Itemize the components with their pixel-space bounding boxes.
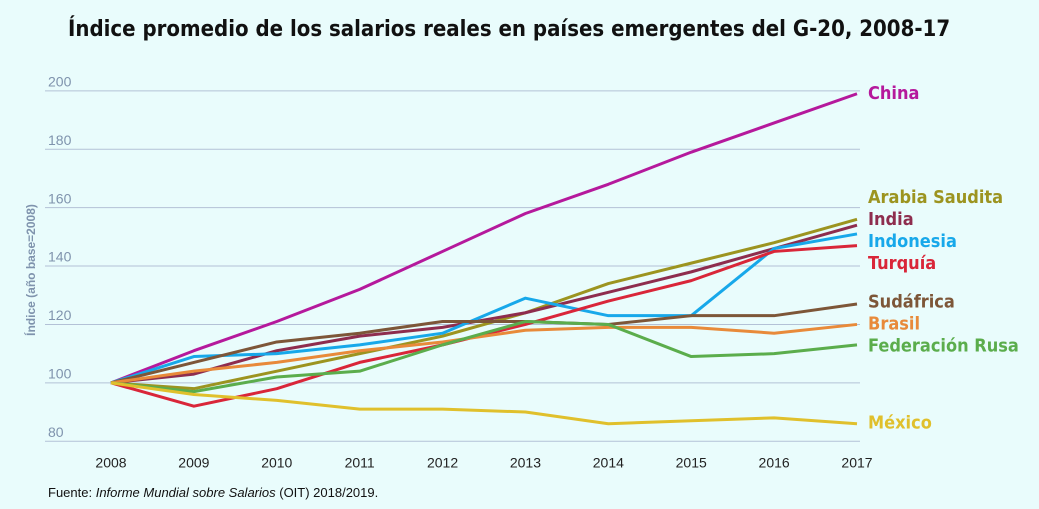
legend-label: India bbox=[868, 209, 914, 230]
source-text: (OIT) 2018/2019. bbox=[276, 485, 379, 500]
x-tick-label: 2012 bbox=[427, 455, 458, 471]
x-tick-label: 2010 bbox=[261, 455, 292, 471]
legend-label: Sudáfrica bbox=[868, 291, 955, 312]
source-title: Informe Mundial sobre Salarios bbox=[96, 485, 276, 500]
legend-label: Indonesia bbox=[868, 231, 957, 252]
y-tick-label: 180 bbox=[48, 132, 72, 148]
legend-label: China bbox=[868, 83, 919, 104]
legend-label: Arabia Saudita bbox=[868, 187, 1003, 208]
source-text: Fuente: bbox=[48, 485, 96, 500]
x-tick-label: 2014 bbox=[593, 455, 624, 471]
x-tick-label: 2011 bbox=[345, 455, 375, 471]
y-tick-label: 140 bbox=[48, 249, 72, 265]
series-line bbox=[110, 302, 858, 385]
series-line bbox=[110, 322, 858, 385]
legend-label: Brasil bbox=[868, 313, 920, 334]
y-tick-label: 160 bbox=[48, 190, 72, 206]
chart-title: Índice promedio de los salarios reales e… bbox=[68, 16, 950, 42]
legend-label: México bbox=[868, 413, 932, 434]
y-tick-label: 100 bbox=[48, 366, 72, 382]
y-tick-label: 80 bbox=[48, 424, 64, 440]
series-line bbox=[110, 92, 858, 385]
series-line bbox=[110, 217, 858, 391]
series-line bbox=[110, 381, 858, 426]
series-line bbox=[110, 232, 858, 385]
y-tick-label: 120 bbox=[48, 307, 72, 323]
y-axis-label: Índice (año base=2008) bbox=[23, 204, 38, 336]
y-tick-label: 200 bbox=[48, 74, 72, 90]
legend-label: Federación Rusa bbox=[868, 335, 1019, 356]
series-line bbox=[110, 320, 858, 394]
x-tick-label: 2013 bbox=[510, 455, 541, 471]
x-tick-label: 2017 bbox=[841, 455, 872, 471]
x-tick-label: 2015 bbox=[676, 455, 707, 471]
legend-label: Turquía bbox=[868, 253, 936, 274]
x-tick-label: 2016 bbox=[759, 455, 790, 471]
source: Fuente: Informe Mundial sobre Salarios (… bbox=[48, 485, 378, 500]
x-tick-label: 2009 bbox=[178, 455, 209, 471]
x-tick-label: 2008 bbox=[95, 455, 126, 471]
